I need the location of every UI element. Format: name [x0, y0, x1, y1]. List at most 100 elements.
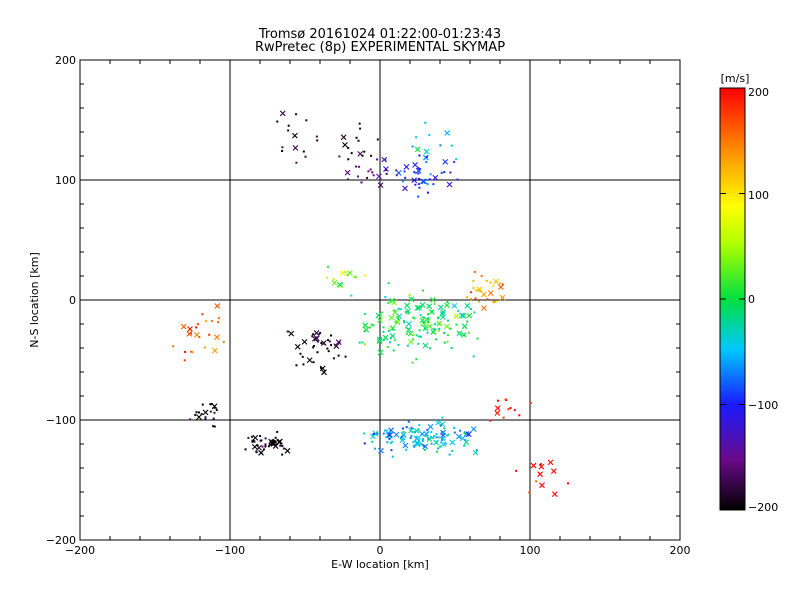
data-point — [279, 444, 282, 447]
data-point — [262, 448, 265, 451]
data-point — [338, 155, 341, 158]
data-point — [393, 339, 396, 342]
data-point — [437, 329, 440, 332]
data-point — [423, 448, 426, 451]
data-point — [407, 312, 410, 315]
data-point — [464, 439, 467, 442]
data-point — [276, 430, 279, 433]
data-point — [375, 312, 382, 319]
data-point — [396, 316, 399, 319]
data-point — [411, 145, 414, 148]
data-point — [435, 338, 438, 341]
data-point — [368, 326, 371, 329]
data-point — [269, 443, 272, 446]
data-point — [190, 350, 193, 353]
data-point — [215, 409, 218, 412]
data-point — [376, 338, 383, 345]
data-point — [450, 346, 453, 349]
data-point — [328, 340, 331, 343]
data-point — [443, 171, 446, 174]
data-point — [423, 430, 430, 437]
data-point — [410, 426, 413, 429]
data-point — [381, 311, 384, 314]
data-point — [279, 110, 286, 117]
data-point — [421, 289, 424, 292]
data-point — [444, 442, 447, 445]
data-point — [385, 436, 388, 439]
data-point — [475, 449, 478, 452]
data-point — [372, 433, 375, 436]
data-point — [551, 491, 558, 498]
data-point — [408, 294, 411, 297]
x-tick-label: −200 — [65, 544, 95, 557]
data-point — [270, 440, 277, 447]
data-point — [251, 435, 254, 438]
data-point — [394, 321, 397, 324]
data-point — [437, 436, 440, 439]
data-point — [481, 305, 487, 312]
data-point — [443, 438, 446, 441]
x-tick-label: −100 — [215, 544, 245, 557]
data-point — [425, 161, 428, 164]
data-point — [358, 341, 361, 344]
data-point — [460, 312, 467, 319]
data-point — [401, 180, 404, 183]
data-point — [312, 346, 315, 349]
data-point — [432, 174, 439, 181]
data-point — [456, 433, 462, 440]
data-point — [417, 183, 420, 186]
data-point — [376, 432, 379, 435]
data-point — [496, 399, 499, 402]
data-point — [281, 444, 284, 447]
data-point — [422, 322, 425, 325]
data-point — [466, 312, 473, 319]
data-point — [251, 439, 254, 442]
data-point — [429, 173, 432, 176]
data-point — [363, 326, 370, 333]
colorbar-tick-label: 100 — [748, 189, 769, 202]
data-point — [393, 309, 396, 312]
data-point — [449, 439, 456, 446]
data-point — [404, 302, 411, 309]
data-point — [494, 410, 501, 416]
data-point — [446, 319, 449, 322]
data-point — [334, 344, 337, 347]
data-point — [271, 439, 274, 442]
data-point — [414, 304, 421, 311]
data-point — [370, 154, 373, 157]
data-point — [427, 437, 430, 440]
data-point — [378, 447, 384, 454]
data-point — [420, 306, 423, 309]
data-point — [537, 471, 544, 478]
data-point — [429, 347, 432, 350]
data-point — [327, 350, 330, 353]
data-point — [388, 437, 391, 440]
data-point — [201, 403, 204, 406]
data-point — [443, 341, 446, 344]
chart-title: Tromsø 20161024 01:22:00-01:23:43 — [258, 27, 501, 42]
data-point — [434, 328, 437, 331]
data-point — [453, 426, 456, 429]
data-point — [374, 447, 377, 450]
data-point — [301, 355, 304, 358]
data-point — [469, 291, 472, 294]
data-point — [393, 431, 400, 438]
data-point — [385, 429, 388, 432]
data-point — [316, 351, 319, 354]
data-point — [547, 459, 554, 466]
data-point — [213, 411, 216, 414]
data-point — [304, 155, 307, 158]
data-point — [402, 431, 405, 434]
colorbar-tick-label: 0 — [748, 293, 755, 306]
data-point — [208, 333, 211, 336]
data-point — [217, 317, 220, 320]
data-point — [388, 341, 391, 344]
data-point — [213, 406, 216, 409]
data-point — [363, 312, 366, 315]
data-point — [428, 133, 431, 136]
data-point — [412, 333, 415, 336]
data-point — [312, 335, 318, 342]
data-point — [459, 333, 462, 336]
data-point — [472, 280, 475, 283]
